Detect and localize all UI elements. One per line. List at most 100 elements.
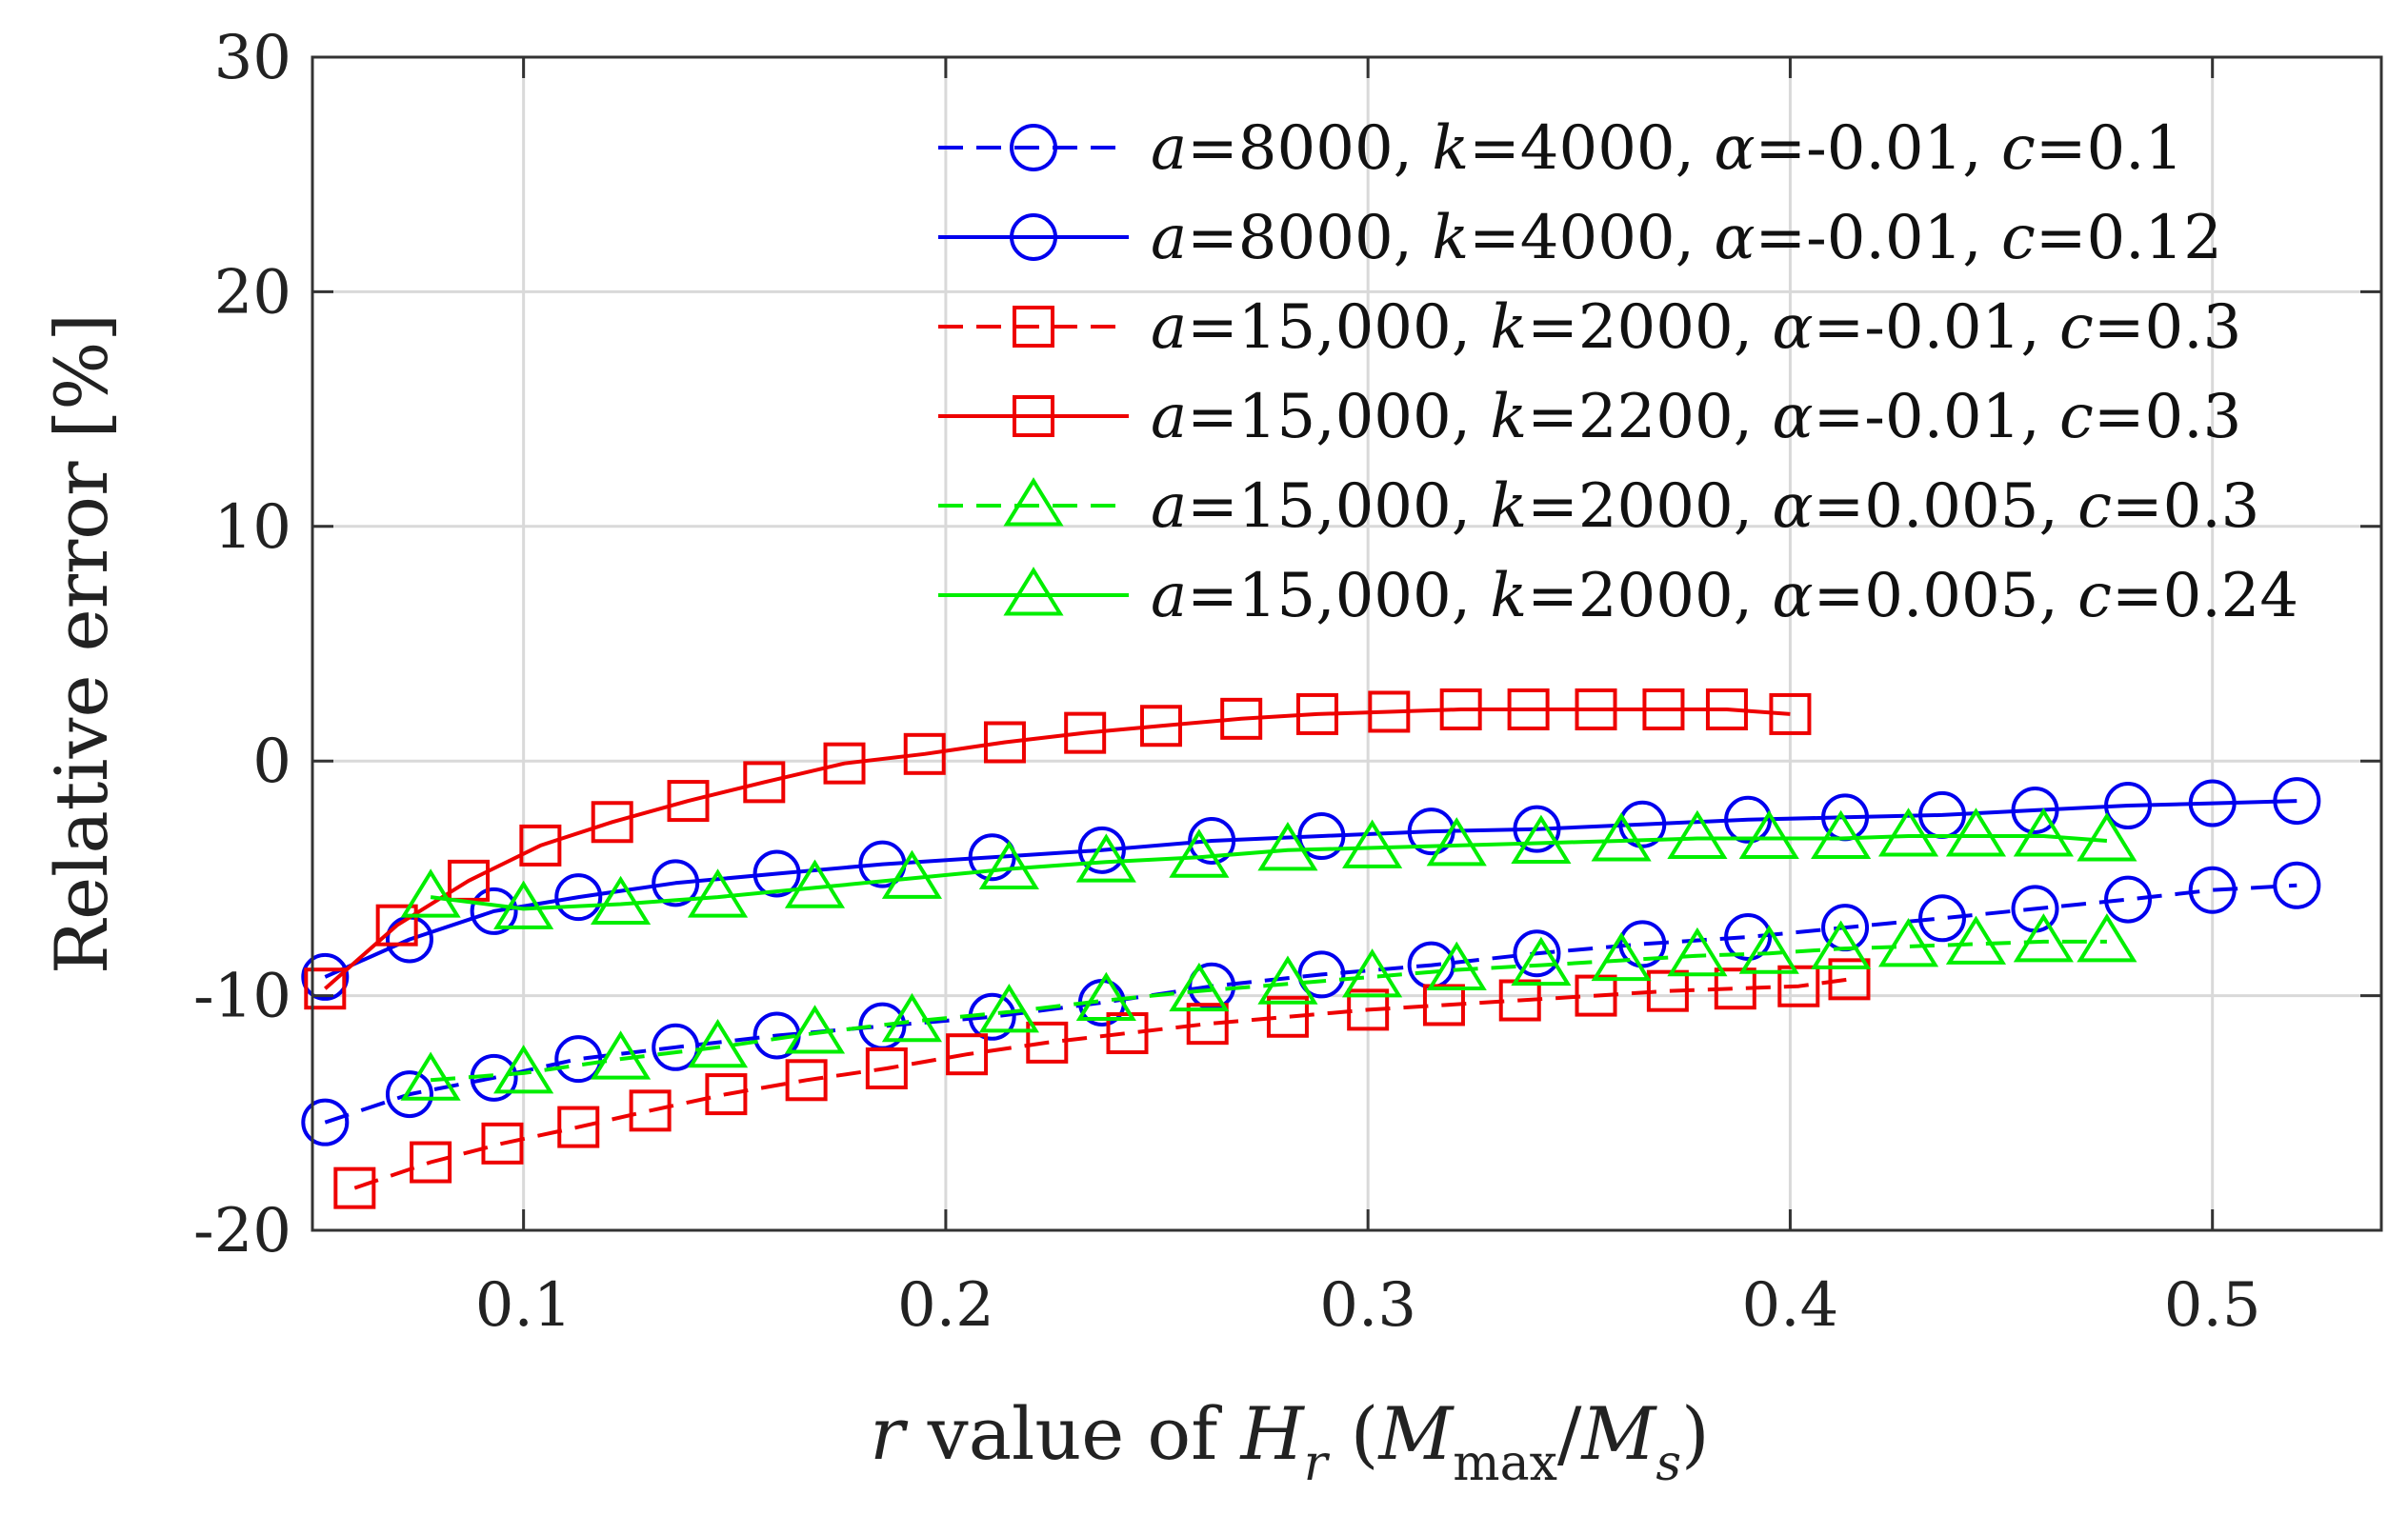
data-point	[1724, 795, 1773, 844]
data-point	[881, 849, 943, 899]
data-point	[1877, 807, 1939, 857]
y-tick-label: -20	[193, 1196, 291, 1266]
x-tick-label: 0.3	[1319, 1270, 1416, 1341]
y-axis-label: Relative error [%]	[39, 313, 124, 974]
data-point	[1591, 931, 1652, 982]
data-point	[1106, 1012, 1149, 1055]
data-point	[1295, 692, 1338, 735]
data-point	[1422, 984, 1465, 1027]
ticks: 0.1 0.2 0.3 0.4 0.5 -20 -10 0 10 20 30	[193, 23, 2381, 1341]
legend-item: a=15,000, k=2000, α=0.005, c=0.3	[938, 471, 2259, 542]
data-point	[1513, 929, 1561, 978]
data-point	[1266, 995, 1309, 1038]
data-point	[1642, 688, 1685, 730]
legend-item: a=8000, k=4000, α=-0.01, c=0.12	[938, 203, 2222, 273]
data-point	[1738, 925, 1799, 974]
data-point	[2104, 782, 2153, 830]
data-point	[1877, 918, 1939, 967]
legend: a=8000, k=4000, α=-0.01, c=0.1 a=8000, k=…	[938, 113, 2298, 631]
x-label-text: value of	[905, 1391, 1241, 1476]
data-point	[784, 1005, 846, 1054]
data-point	[1646, 969, 1689, 1012]
data-point	[2273, 777, 2321, 826]
x-label-close: )	[1681, 1391, 1710, 1476]
data-point	[968, 833, 1016, 882]
data-point	[304, 967, 347, 1010]
legend-label: a=15,000, k=2200, α=-0.01, c=0.3	[1151, 382, 2241, 452]
data-point	[1918, 894, 1967, 943]
data-point	[983, 721, 1026, 764]
legend-label: a=8000, k=4000, α=-0.01, c=0.12	[1151, 203, 2222, 273]
legend-item: a=15,000, k=2000, α=-0.01, c=0.3	[938, 292, 2241, 363]
y-tick-label: 20	[214, 257, 291, 328]
series-line	[323, 708, 1791, 990]
series-line	[353, 977, 1850, 1190]
legend-label: a=15,000, k=2000, α=0.005, c=0.3	[1151, 471, 2259, 542]
data-point	[2011, 786, 2059, 834]
data-point	[823, 742, 866, 785]
data-point	[2077, 812, 2137, 862]
data-point	[301, 1098, 350, 1146]
legend-marker	[1003, 567, 1064, 616]
data-point	[1667, 927, 1728, 977]
data-point	[591, 875, 652, 926]
data-point	[1368, 690, 1411, 733]
data-point	[1257, 822, 1318, 871]
data-point	[1426, 817, 1487, 867]
legend-item: a=8000, k=4000, α=-0.01, c=0.1	[938, 113, 2183, 184]
data-point	[400, 868, 461, 918]
data-point	[1945, 915, 2007, 965]
data-point	[557, 1106, 600, 1148]
data-point	[410, 1141, 452, 1184]
data-point	[448, 859, 491, 902]
data-point	[1342, 819, 1403, 868]
data-point	[1075, 971, 1136, 1022]
data-point	[687, 868, 749, 918]
series-2	[301, 777, 2321, 1001]
x-tick-label: 0.5	[2164, 1270, 2261, 1341]
data-point	[1591, 812, 1652, 862]
data-point	[1811, 920, 1872, 969]
data-point	[2077, 913, 2137, 963]
data-point	[1811, 809, 1872, 860]
data-point	[554, 1035, 603, 1084]
data-point	[1169, 962, 1230, 1012]
data-point	[1513, 805, 1561, 853]
data-point	[1777, 965, 1820, 1007]
data-point	[493, 880, 554, 929]
series-line	[324, 799, 2298, 979]
legend-marker	[1013, 306, 1054, 348]
data-point	[1075, 833, 1136, 883]
series-line	[324, 883, 2298, 1125]
data-point	[881, 992, 943, 1043]
data-point	[1139, 705, 1182, 748]
data-point	[1769, 692, 1812, 735]
legend-label: a=8000, k=4000, α=-0.01, c=0.1	[1151, 113, 2183, 184]
data-point	[1575, 688, 1617, 730]
series-5	[400, 913, 2137, 1101]
data-point	[784, 859, 846, 908]
legend-label: a=15,000, k=2000, α=-0.01, c=0.3	[1151, 292, 2241, 363]
data-point	[1439, 688, 1482, 730]
data-point	[1257, 955, 1318, 1005]
data-point	[2013, 913, 2074, 963]
data-point	[385, 1070, 433, 1119]
data-point	[1724, 913, 1773, 961]
data-point	[591, 1030, 652, 1080]
data-point	[1186, 1003, 1229, 1046]
data-point	[978, 840, 1039, 890]
x-label-var: r	[870, 1391, 909, 1476]
data-point	[785, 1059, 828, 1102]
data-point	[493, 1045, 554, 1094]
data-point	[1498, 979, 1541, 1022]
series-6	[400, 807, 2137, 929]
plot-frame	[311, 55, 2383, 1232]
legend-item: a=15,000, k=2000, α=0.005, c=0.24	[938, 561, 2298, 631]
legend-label: a=15,000, k=2000, α=0.005, c=0.24	[1151, 561, 2298, 631]
data-point	[903, 732, 946, 775]
series-line	[430, 834, 2108, 911]
data-point	[333, 1166, 376, 1209]
x-tick-label: 0.1	[475, 1270, 572, 1341]
series-3	[333, 958, 1871, 1209]
